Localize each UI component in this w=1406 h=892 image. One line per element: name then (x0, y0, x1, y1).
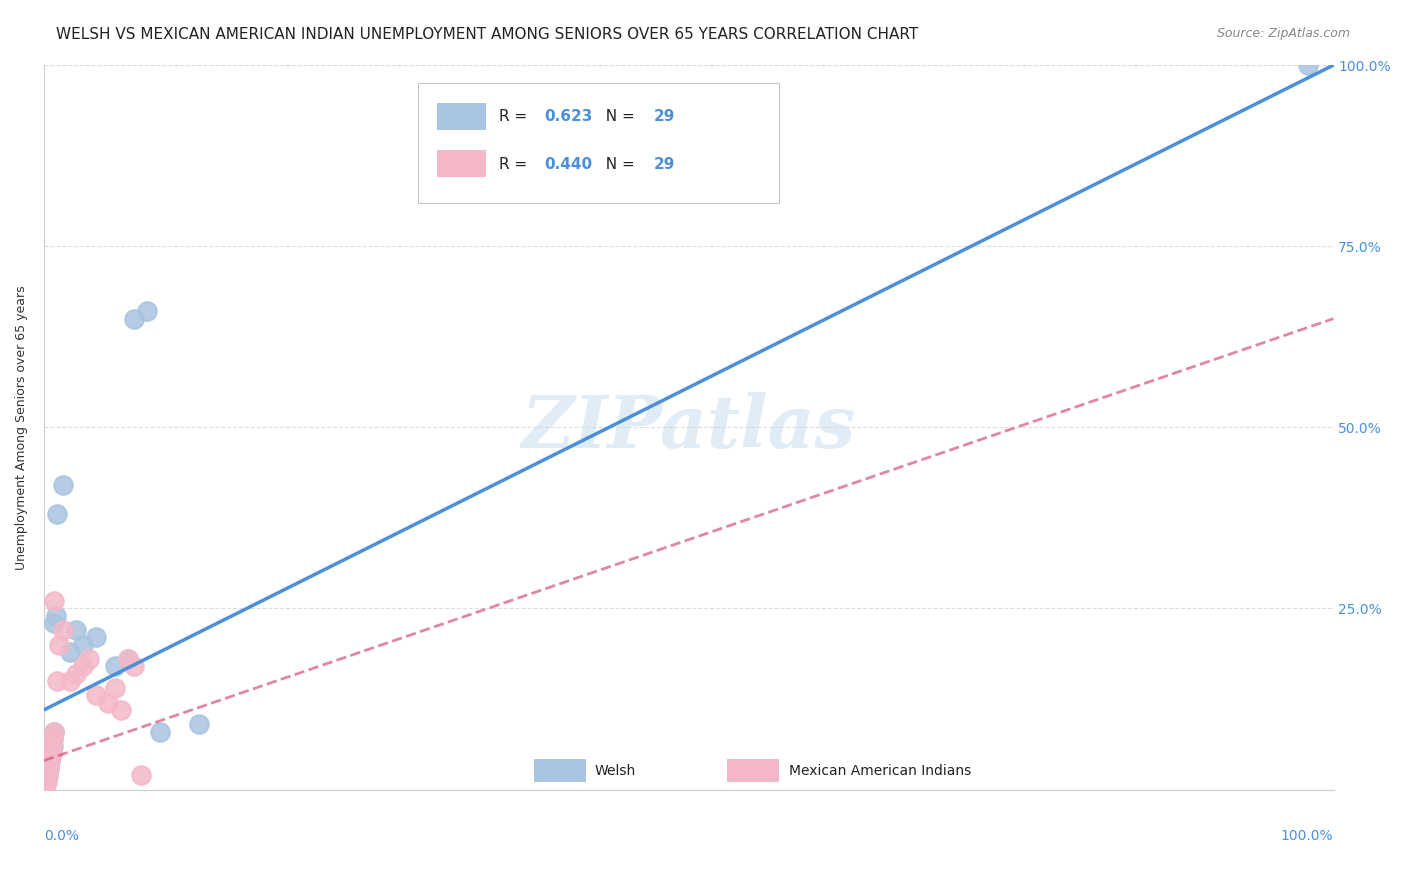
Point (77, 652, 100, 666)
Point (45, 508, 67, 522)
Text: Welsh: Welsh (595, 764, 636, 778)
Point (48, 638, 70, 652)
Point (59, 673, 82, 688)
FancyBboxPatch shape (437, 150, 486, 178)
Point (65, 666, 87, 681)
Point (117, 652, 139, 666)
Point (44, 615, 66, 630)
Y-axis label: Unemployment Among Seniors over 65 years: Unemployment Among Seniors over 65 years (15, 285, 28, 570)
Point (41, 747, 63, 761)
Point (37, 768, 59, 782)
Point (97, 696, 120, 710)
Point (35, 775, 58, 789)
Text: 29: 29 (654, 157, 675, 172)
Text: ZIPatlas: ZIPatlas (522, 392, 856, 463)
Point (37, 761, 59, 775)
Point (110, 703, 132, 717)
Point (65, 623, 87, 637)
Point (39, 747, 62, 761)
Point (39, 747, 62, 761)
Point (41, 739, 63, 753)
Text: R =: R = (499, 157, 533, 172)
Text: 0.440: 0.440 (544, 157, 592, 172)
Point (35, 768, 58, 782)
Point (34, 779, 56, 793)
Text: 0.0%: 0.0% (44, 830, 79, 844)
Point (37, 761, 59, 775)
Point (104, 659, 127, 673)
Point (41, 747, 63, 761)
Point (52, 478, 75, 492)
Point (72, 659, 94, 673)
Point (84, 631, 107, 645)
Point (39, 754, 62, 768)
Point (34, 779, 56, 793)
Point (41, 739, 63, 753)
Point (37, 768, 59, 782)
Point (117, 652, 139, 666)
Point (42, 731, 65, 746)
Point (187, 717, 209, 731)
Text: R =: R = (499, 109, 533, 124)
Point (1296, 58, 1319, 72)
Point (122, 311, 145, 326)
Point (104, 681, 127, 695)
Text: 29: 29 (654, 109, 675, 124)
Text: N =: N = (596, 109, 640, 124)
Point (35, 768, 58, 782)
Point (39, 754, 62, 768)
Point (34, 775, 56, 789)
Text: WELSH VS MEXICAN AMERICAN INDIAN UNEMPLOYMENT AMONG SENIORS OVER 65 YEARS CORREL: WELSH VS MEXICAN AMERICAN INDIAN UNEMPLO… (56, 27, 918, 42)
Point (44, 594, 66, 608)
Point (42, 731, 65, 746)
Point (38, 761, 60, 775)
Text: 100.0%: 100.0% (1281, 830, 1333, 844)
Point (45, 673, 67, 688)
Point (44, 724, 66, 739)
FancyBboxPatch shape (437, 103, 486, 130)
Point (136, 304, 159, 318)
Text: 0.623: 0.623 (544, 109, 593, 124)
Point (44, 724, 66, 739)
Point (38, 754, 60, 768)
Point (34, 775, 56, 789)
Text: Mexican American Indians: Mexican American Indians (789, 764, 972, 778)
FancyBboxPatch shape (534, 759, 585, 782)
FancyBboxPatch shape (727, 759, 779, 782)
Point (42, 739, 65, 753)
Point (52, 623, 75, 637)
Point (122, 659, 145, 673)
Text: N =: N = (596, 157, 640, 172)
Point (129, 768, 152, 782)
Point (59, 645, 82, 659)
Point (72, 638, 94, 652)
Point (84, 689, 107, 703)
Point (38, 754, 60, 768)
Point (38, 761, 60, 775)
Text: Source: ZipAtlas.com: Source: ZipAtlas.com (1216, 27, 1350, 40)
Point (149, 724, 172, 739)
FancyBboxPatch shape (418, 83, 779, 202)
Point (45, 608, 67, 623)
